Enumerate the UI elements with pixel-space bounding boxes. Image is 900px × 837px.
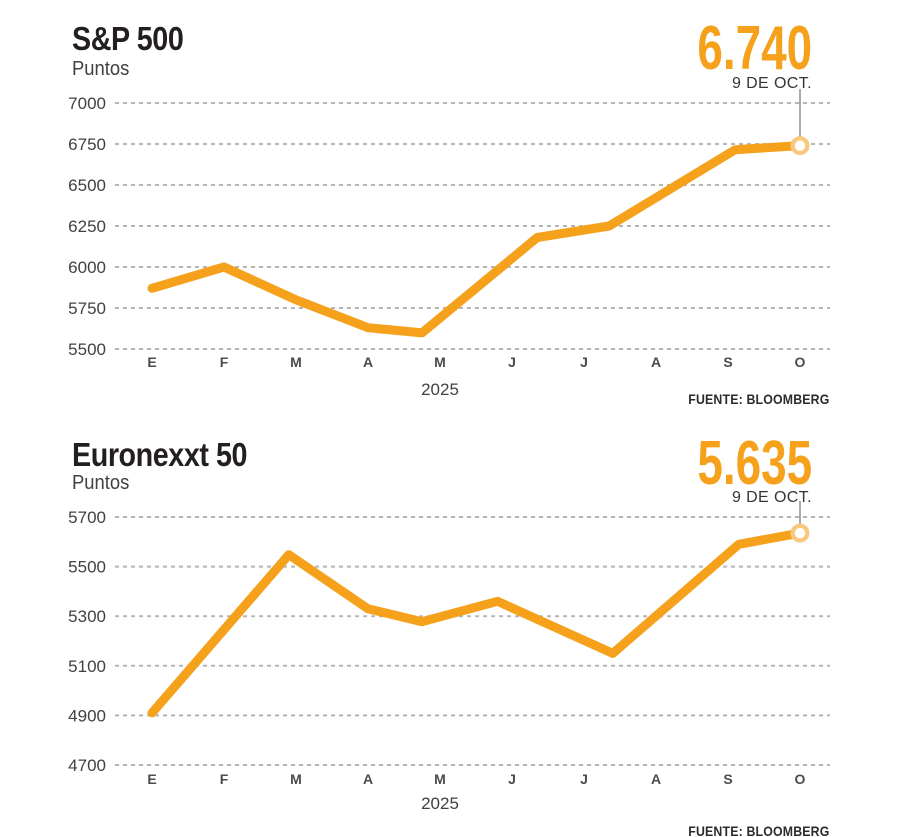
x-tick-label: A: [363, 354, 373, 370]
source-credit: FUENTE: BLOOMBERG: [688, 823, 830, 837]
x-tick-label: F: [220, 354, 229, 370]
price-line: [147, 528, 805, 718]
chart-unit-label: Puntos: [72, 472, 130, 494]
price-line: [147, 141, 805, 338]
x-axis-year: 2025: [421, 380, 459, 399]
x-tick-label: J: [508, 354, 516, 370]
end-marker-core: [794, 140, 806, 151]
y-tick-label: 5750: [68, 299, 106, 318]
x-tick-label: M: [290, 354, 302, 370]
y-tick-label: 5300: [68, 607, 106, 626]
chart-title: Euronexxt 50: [72, 436, 248, 473]
x-tick-label: F: [220, 771, 229, 787]
x-tick-label: M: [434, 354, 446, 370]
x-tick-label: A: [363, 771, 373, 787]
chart-unit-label: Puntos: [72, 58, 130, 80]
x-tick-label: J: [580, 771, 588, 787]
x-tick-label: O: [795, 771, 806, 787]
y-tick-label: 4900: [68, 706, 106, 725]
x-tick-label: J: [580, 354, 588, 370]
latest-value: 6.740: [697, 14, 812, 83]
y-tick-label: 5500: [68, 558, 106, 577]
x-tick-label: A: [651, 771, 661, 787]
x-tick-label: A: [651, 354, 661, 370]
y-tick-label: 6750: [68, 135, 106, 154]
latest-value-date: 9 DE OCT.: [731, 75, 812, 92]
y-tick-label: 6250: [68, 217, 106, 236]
latest-value-date: 9 DE OCT.: [731, 489, 812, 506]
y-tick-label: 4700: [68, 756, 106, 775]
y-tick-label: 7000: [68, 94, 106, 113]
chart-title: S&P 500: [72, 20, 184, 57]
plot-area-euronexxt50: 5700 5500 5300 5100 4900 4700 E F M A M J J A S O: [68, 501, 830, 787]
x-tick-label: E: [147, 354, 156, 370]
end-marker-core: [794, 527, 806, 539]
y-tick-label: 5500: [68, 340, 106, 359]
y-tick-label: 6500: [68, 176, 106, 195]
x-tick-label: S: [723, 354, 732, 370]
y-tick-label: 5700: [68, 508, 106, 527]
x-tick-label: M: [434, 771, 446, 787]
x-tick-label: M: [290, 771, 302, 787]
plot-area-sp500: 7000 6750 6500 6250 6000 5750 5500 E F M A M J J A S O: [68, 89, 830, 370]
x-tick-label: O: [795, 354, 806, 370]
x-tick-label: J: [508, 771, 516, 787]
x-axis-year: 2025: [421, 794, 459, 813]
x-tick-label: E: [147, 771, 156, 787]
source-credit: FUENTE: BLOOMBERG: [688, 391, 830, 407]
latest-value: 5.635: [697, 429, 812, 498]
y-tick-label: 6000: [68, 258, 106, 277]
y-tick-label: 5100: [68, 657, 106, 676]
x-tick-label: S: [723, 771, 732, 787]
